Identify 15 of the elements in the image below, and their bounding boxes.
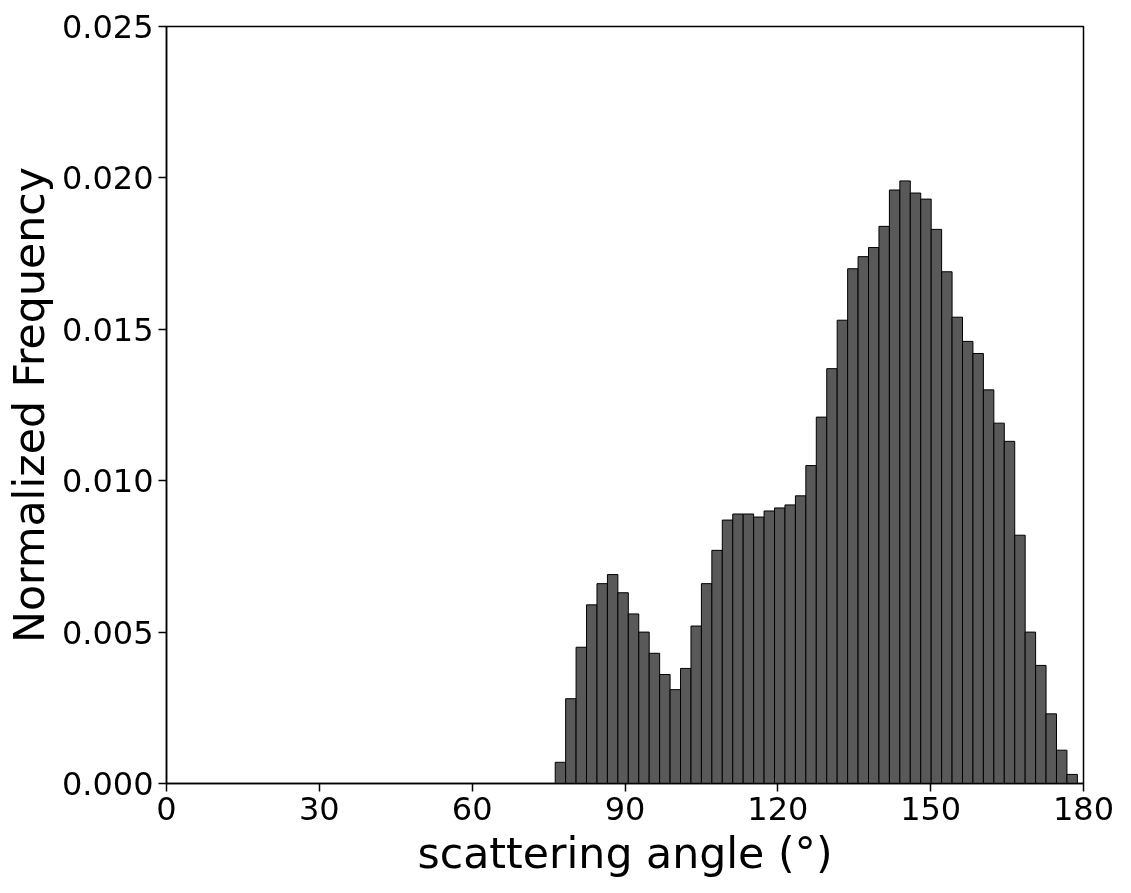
x-tick-label: 120 [747,789,809,828]
y-tick-label: 0.015 [61,310,154,349]
y-tick-label: 0.025 [61,8,154,46]
y-tick-label: 0.020 [61,159,154,198]
x-tick-label: 90 [604,789,646,828]
y-axis-title: Normalized Frequency [3,167,54,643]
x-tick-label: 30 [298,789,340,828]
y-tick-label: 0.010 [61,462,154,501]
x-axis-title: scattering angle (°) [417,827,833,878]
x-tick-label: 150 [900,789,962,828]
x-tick-label: 0 [156,789,177,828]
x-tick-label: 180 [1052,789,1115,828]
y-tick-label: 0.000 [61,765,154,803]
x-tick-label: 60 [451,789,493,828]
y-tick-label: 0.005 [61,613,154,652]
